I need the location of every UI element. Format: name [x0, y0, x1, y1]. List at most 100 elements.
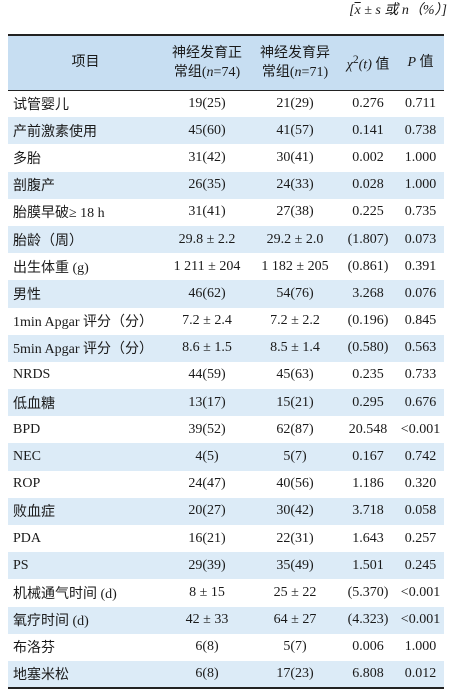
cell-normal-group: 6(8): [195, 666, 219, 682]
table-row: 机械通气时间 (d) 8 ± 15 25 ± 22 (5.370) <0.001: [8, 579, 444, 606]
table-row: 产前激素使用 45(60) 41(57) 0.141 0.738: [8, 117, 444, 145]
cell-abnormal-group: 40(56): [276, 476, 314, 492]
header-row: 项目 神经发育正 常组(n=74) 神经发育异 常组(n=71) χ2(t) 值 P…: [8, 35, 444, 91]
cell-statistic: (0.196): [347, 313, 389, 329]
table-row: PS 29(39) 35(49) 1.501 0.245: [8, 552, 444, 580]
cell-item: 1min Apgar 评分（分）: [13, 315, 153, 331]
cell-normal-group: 39(52): [188, 421, 226, 437]
cell-abnormal-group: 27(38): [276, 204, 314, 220]
cell-normal-group: 16(21): [188, 530, 226, 546]
header-abnormal-group: 神经发育异 常组(n=71): [251, 35, 339, 91]
cell-normal-group: 7.2 ± 2.4: [182, 313, 232, 329]
cell-p-value: 0.563: [404, 340, 437, 356]
cell-item: BPD: [13, 421, 41, 437]
cell-statistic: (1.807): [347, 231, 389, 247]
comparison-table: 项目 神经发育正 常组(n=74) 神经发育异 常组(n=71) χ2(t) 值 P…: [8, 34, 444, 690]
cell-normal-group: 13(17): [188, 394, 226, 410]
table-row: 男性 46(62) 54(76) 3.268 0.076: [8, 280, 444, 308]
cell-abnormal-group: 30(42): [276, 503, 314, 519]
cell-statistic: 1.186: [352, 476, 384, 492]
table-row: BPD 39(52) 62(87) 20.548 <0.001: [8, 416, 444, 443]
cell-statistic: 0.276: [352, 95, 384, 111]
cell-p-value: <0.001: [400, 421, 441, 437]
cell-item: 低血糖: [13, 396, 55, 412]
table-row: 试管婴儿 19(25) 21(29) 0.276 0.711: [8, 90, 444, 117]
cell-statistic: 0.225: [352, 204, 384, 220]
cell-p-value: 0.738: [404, 122, 437, 138]
cell-normal-group: 1 211 ± 204: [173, 258, 241, 274]
cell-p-value: 0.012: [404, 666, 437, 682]
cell-normal-group: 19(25): [188, 95, 226, 111]
cell-item: 败血症: [13, 505, 55, 521]
cell-abnormal-group: 1 182 ± 205: [261, 258, 329, 274]
cell-item: 产前激素使用: [13, 124, 97, 140]
cell-normal-group: 4(5): [195, 449, 219, 465]
unit-note-prefix: [: [349, 3, 355, 18]
cell-statistic: 0.295: [352, 394, 384, 410]
cell-abnormal-group: 7.2 ± 2.2: [270, 313, 320, 329]
cell-abnormal-group: 41(57): [276, 122, 314, 138]
table-header: 项目 神经发育正 常组(n=74) 神经发育异 常组(n=71) χ2(t) 值 P…: [8, 35, 444, 91]
cell-normal-group: 44(59): [188, 367, 226, 383]
n-symbol: n: [401, 3, 409, 18]
cell-p-value: <0.001: [400, 584, 441, 600]
cell-item: 布洛芬: [13, 641, 55, 657]
table-row: 多胎 31(42) 30(41) 0.002 1.000: [8, 144, 444, 171]
table-row: 低血糖 13(17) 15(21) 0.295 0.676: [8, 389, 444, 417]
cell-normal-group: 29(39): [188, 557, 226, 573]
cell-normal-group: 42 ± 33: [185, 612, 229, 628]
header-item: 项目: [8, 35, 163, 91]
table-body: 试管婴儿 19(25) 21(29) 0.276 0.711 产前激素使用 45(60) 41…: [8, 90, 444, 689]
unit-note-suffix: （%）]: [408, 3, 447, 18]
cell-abnormal-group: 21(29): [276, 95, 314, 111]
cell-abnormal-group: 22(31): [276, 530, 314, 546]
mean-symbol: x: [354, 3, 361, 18]
cell-p-value: 0.245: [404, 557, 437, 573]
cell-statistic: 0.006: [352, 639, 384, 655]
cell-p-value: 1.000: [404, 149, 437, 165]
cell-statistic: (0.580): [347, 340, 389, 356]
cell-normal-group: 8 ± 15: [189, 584, 225, 600]
cell-abnormal-group: 64 ± 27: [273, 612, 317, 628]
table-row: PDA 16(21) 22(31) 1.643 0.257: [8, 525, 444, 552]
cell-abnormal-group: 8.5 ± 1.4: [270, 340, 320, 356]
cell-abnormal-group: 45(63): [276, 367, 314, 383]
cell-item: PS: [13, 557, 29, 573]
cell-statistic: 0.141: [352, 122, 384, 138]
cell-normal-group: 8.6 ± 1.5: [182, 340, 232, 356]
cell-p-value: 1.000: [404, 639, 437, 655]
cell-statistic: 0.235: [352, 367, 384, 383]
cell-p-value: 1.000: [404, 177, 437, 193]
cell-item: 机械通气时间 (d): [13, 586, 117, 602]
cell-statistic: 3.268: [352, 285, 384, 301]
cell-statistic: (4.323): [347, 612, 389, 628]
cell-normal-group: 20(27): [188, 503, 226, 519]
unit-note-middle: ± s 或: [360, 3, 402, 18]
cell-item: 胎膜早破≥ 18 h: [13, 206, 105, 222]
cell-p-value: 0.076: [404, 285, 437, 301]
cell-item: PDA: [13, 530, 42, 546]
cell-p-value: <0.001: [400, 612, 441, 628]
cell-abnormal-group: 25 ± 22: [273, 584, 317, 600]
table-row: 败血症 20(27) 30(42) 3.718 0.058: [8, 497, 444, 525]
cell-p-value: 0.733: [404, 367, 437, 383]
cell-statistic: 20.548: [348, 421, 388, 437]
cell-normal-group: 29.8 ± 2.2: [178, 231, 236, 247]
cell-item: 剖腹产: [13, 179, 55, 195]
cell-abnormal-group: 5(7): [283, 449, 307, 465]
cell-abnormal-group: 15(21): [276, 394, 314, 410]
cell-item: 5min Apgar 评分（分）: [13, 342, 153, 358]
cell-item: 试管婴儿: [13, 97, 69, 113]
cell-item: ROP: [13, 476, 41, 492]
table-row: 出生体重 (g) 1 211 ± 204 1 182 ± 205 (0.861) 0.3…: [8, 253, 444, 280]
cell-statistic: 3.718: [352, 503, 384, 519]
cell-abnormal-group: 24(33): [276, 177, 314, 193]
header-p-value: P 值: [397, 35, 444, 91]
cell-normal-group: 45(60): [188, 122, 226, 138]
cell-normal-group: 46(62): [188, 285, 226, 301]
cell-item: 多胎: [13, 151, 41, 167]
cell-abnormal-group: 35(49): [276, 557, 314, 573]
cell-statistic: 1.501: [352, 557, 384, 573]
cell-statistic: (5.370): [347, 584, 389, 600]
cell-item: 地塞米松: [13, 668, 69, 684]
